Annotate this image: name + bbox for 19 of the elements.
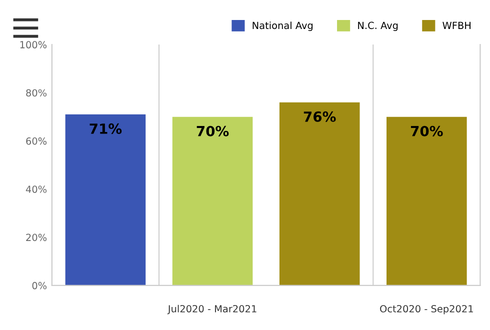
bar — [172, 116, 253, 286]
y-tick-label: 20% — [26, 234, 47, 242]
y-tick-label: 60% — [26, 137, 47, 145]
text: 71% — [90, 123, 122, 134]
x-tick-label: Oct2020 - Sep2021 — [380, 305, 473, 314]
bar — [279, 102, 360, 286]
x-tick-label: Jul2020 - Mar2021 — [167, 304, 256, 314]
y-tick-label: 80% — [26, 89, 47, 97]
legend-label: National Avg — [252, 22, 313, 31]
legend-label: N.C. Avg — [358, 22, 398, 31]
text: 76% — [304, 111, 336, 122]
y-tick-label: 40% — [26, 186, 47, 193]
text: 70% — [196, 126, 229, 136]
bar — [65, 114, 146, 286]
legend-label: WFBH — [442, 22, 470, 29]
y-tick-label: 0% — [32, 282, 47, 290]
text: 70% — [410, 126, 443, 136]
y-tick-label: 100% — [20, 41, 47, 48]
bar — [386, 116, 467, 286]
